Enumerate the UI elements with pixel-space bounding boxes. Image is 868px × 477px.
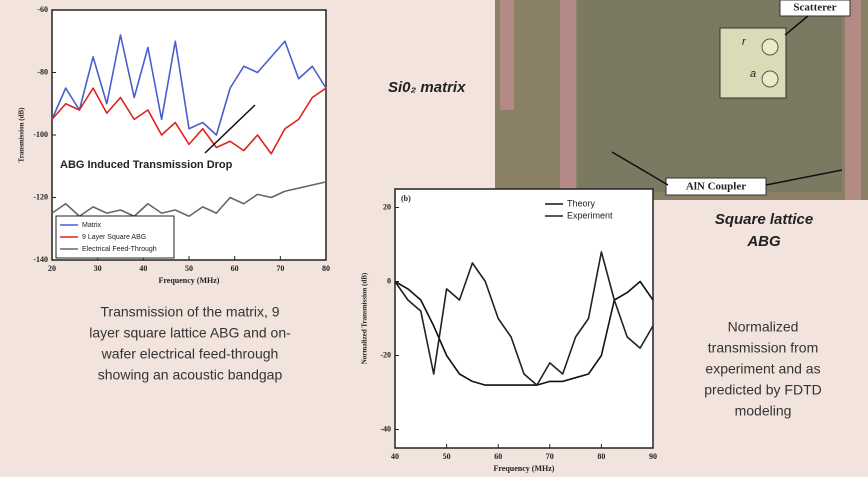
- caption: Transmission of the matrix, 9: [100, 304, 279, 320]
- y-tick-label: 0: [387, 276, 391, 285]
- y-axis-label: Normalized Transmission (dB): [361, 272, 369, 364]
- strip: [845, 0, 861, 200]
- x-tick-label: 40: [391, 452, 399, 461]
- panel-label: (b): [401, 194, 411, 203]
- label: Square lattice: [715, 211, 813, 228]
- y-tick-label: -80: [37, 67, 48, 76]
- label: Scatterer: [793, 2, 836, 14]
- legend-label: Theory: [567, 198, 596, 208]
- x-tick-label: 80: [322, 264, 330, 273]
- lattice: [578, 0, 842, 192]
- y-tick-label: -120: [33, 192, 48, 201]
- x-tick-label: 70: [276, 264, 284, 273]
- y-tick-label: -20: [380, 350, 391, 359]
- slide: Scatterer r a AlN Coupler Si0₂ matrix Sq…: [0, 0, 868, 477]
- caption: Normalized: [728, 319, 799, 335]
- label: AlN Coupler: [686, 181, 746, 193]
- x-tick-label: 40: [139, 264, 147, 273]
- scatterer: [762, 39, 778, 55]
- caption: experiment and as: [705, 361, 820, 377]
- x-tick-label: 60: [231, 264, 239, 273]
- strip: [560, 0, 576, 200]
- x-tick-label: 80: [597, 452, 605, 461]
- page: {"chart_data":[ {"type":"line","xlabel":…: [0, 0, 868, 477]
- micrograph: Scatterer r a AlN Coupler: [495, 0, 868, 200]
- caption: predicted by FDTD: [704, 382, 821, 398]
- x-axis-label: Frequency (MHz): [494, 464, 555, 473]
- caption: modeling: [735, 403, 792, 419]
- strip: [500, 0, 514, 110]
- caption: layer square lattice ABG and on-: [89, 325, 291, 341]
- y-tick-label: -60: [37, 5, 48, 14]
- legend-label: Experiment: [567, 210, 613, 220]
- y-axis-label: Transmission (dB): [18, 107, 26, 163]
- x-tick-label: 70: [546, 452, 554, 461]
- plot-area: [395, 189, 653, 448]
- x-tick-label: 90: [649, 452, 657, 461]
- legend-label: Electrical Feed-Through: [82, 246, 157, 253]
- y-tick-label: 20: [383, 202, 391, 211]
- x-axis-label: Frequency (MHz): [159, 276, 220, 285]
- label: ABG: [746, 233, 781, 250]
- scatterer: [762, 71, 778, 87]
- x-tick-label: 50: [185, 264, 193, 273]
- x-tick-label: 30: [94, 264, 102, 273]
- label: a: [750, 68, 756, 80]
- scatterer-cell: [720, 28, 786, 98]
- caption: transmission from: [708, 340, 818, 356]
- caption: showing an acoustic bandgap: [98, 367, 283, 383]
- x-tick-label: 50: [443, 452, 451, 461]
- annotation: ABG Induced Transmission Drop: [60, 159, 233, 171]
- y-tick-label: -40: [380, 424, 391, 433]
- caption: wafer electrical feed-through: [101, 346, 279, 362]
- legend-label: Matrix: [82, 222, 102, 229]
- y-tick-label: -140: [33, 255, 48, 264]
- x-tick-label: 60: [494, 452, 502, 461]
- x-tick-label: 20: [48, 264, 56, 273]
- legend-label: 9 Layer Square ABG: [82, 234, 146, 241]
- y-tick-label: -100: [33, 130, 48, 139]
- label: Si0₂ matrix: [388, 79, 466, 96]
